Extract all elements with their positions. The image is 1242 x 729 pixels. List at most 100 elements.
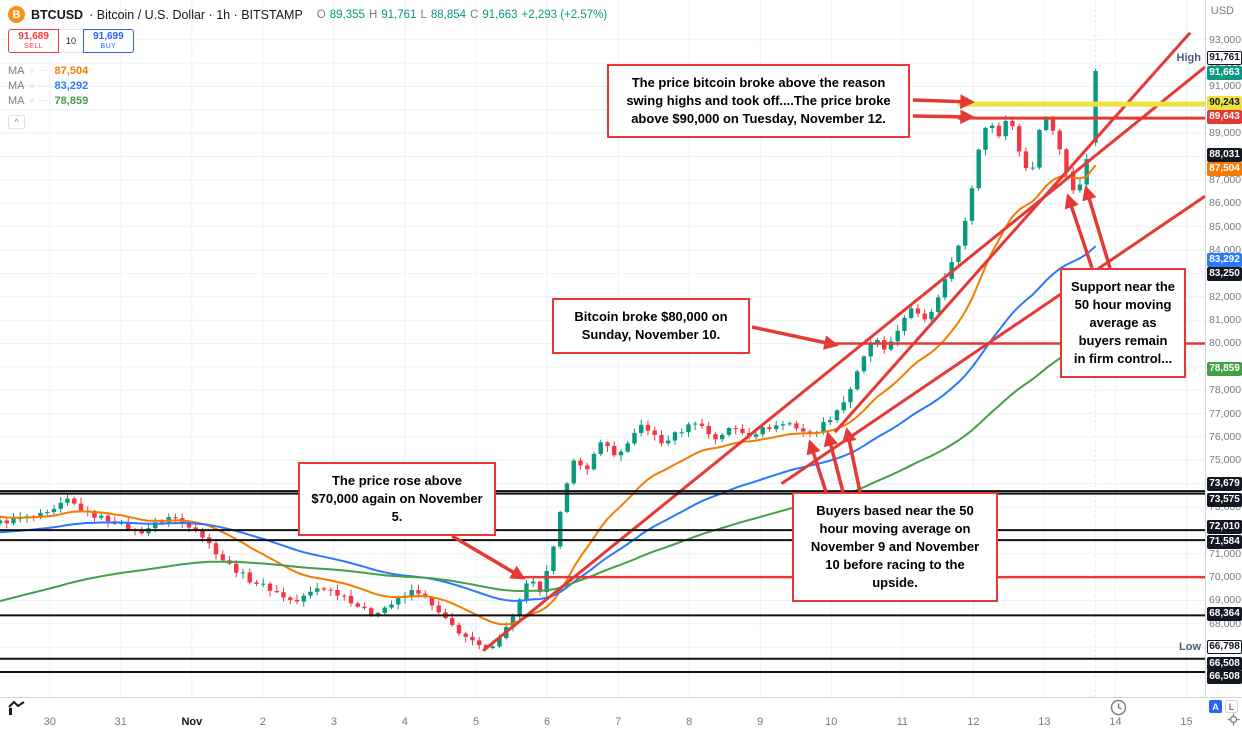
callout-seventy-k-rise[interactable]: The price rose above $70,000 again on No…	[298, 462, 496, 536]
ma-value: 83,292	[54, 79, 89, 92]
auto-scale-button[interactable]: A	[1209, 700, 1222, 713]
spread-value: 10	[59, 29, 83, 53]
price-tag: 90,243	[1207, 96, 1242, 111]
annotation-arrow[interactable]	[751, 325, 839, 350]
time-tick-label: 30	[43, 716, 56, 728]
price-tag: 66,508	[1207, 656, 1242, 671]
time-axis[interactable]: 30 31 Nov 2 3 4 5 6 7 8 9 10 11 12 13 14 15	[0, 697, 1242, 729]
price-tick-label: 89,000	[1209, 127, 1242, 140]
price-tag: 78,859	[1207, 362, 1242, 377]
price-tick-label: 86,000	[1209, 197, 1242, 210]
time-tick-label: 11	[896, 716, 909, 728]
price-tick-label: 71,000	[1209, 547, 1242, 560]
price-tag: 89,643	[1207, 110, 1242, 125]
log-scale-button[interactable]: L	[1225, 700, 1238, 713]
ma-label: MA	[8, 64, 25, 77]
symbol-title-row: B BTCUSD · Bitcoin / U.S. Dollar · 1h · …	[8, 6, 607, 23]
ma-value: 87,504	[54, 64, 89, 77]
annotation-arrow[interactable]	[806, 439, 828, 493]
ma-line[interactable]	[0, 164, 1097, 626]
annotation-arrow[interactable]	[1082, 185, 1112, 269]
close-value: 91,663	[482, 8, 518, 21]
time-tick-label: 5	[472, 716, 480, 728]
price-tick-label: 93,000	[1209, 33, 1242, 46]
time-tick-label: 6	[544, 716, 551, 728]
price-tag: 91,761	[1207, 50, 1242, 65]
bitcoin-logo-icon: B	[8, 6, 25, 23]
price-tag: 73,575	[1207, 492, 1242, 507]
sell-price: 91,689	[18, 31, 49, 43]
high-marker-label: High	[1176, 51, 1201, 64]
price-tick-label: 77,000	[1209, 407, 1242, 420]
axis-mode-buttons: A L	[1209, 700, 1238, 713]
time-tick-label: 7	[615, 716, 622, 728]
annotation-arrow[interactable]	[823, 431, 845, 493]
price-tick-label: 81,000	[1209, 314, 1242, 327]
time-tick-label: 2	[259, 716, 266, 728]
buy-button[interactable]: 91,699 BUY	[82, 29, 134, 53]
price-axis[interactable]: 67,00068,00069,00070,00071,00072,00073,0…	[1205, 0, 1242, 697]
price-tick-label: 69,000	[1209, 594, 1242, 607]
time-tick-label: 3	[330, 716, 337, 728]
symbol-name[interactable]: BTCUSD	[31, 7, 84, 22]
price-tag: 71,584	[1207, 535, 1242, 550]
time-tick-label: 9	[757, 716, 764, 728]
time-tick-label: 10	[825, 716, 838, 728]
annotation-arrow[interactable]	[842, 427, 862, 493]
price-tick-label: 85,000	[1209, 220, 1242, 233]
buy-label: BUY	[100, 42, 117, 50]
price-tag: 72,010	[1207, 520, 1242, 535]
low-marker-label: Low	[1179, 640, 1201, 653]
ma-settings-icons[interactable]: ○ ···	[29, 81, 50, 90]
callout-support-50h[interactable]: Support near the 50 hour moving average …	[1060, 268, 1186, 378]
ma-row: MA ○ ··· 87,504	[8, 63, 607, 78]
annotation-arrow[interactable]	[1064, 193, 1094, 269]
ma-row: MA ○ ··· 78,859	[8, 93, 607, 108]
ma-line[interactable]	[0, 336, 1097, 602]
time-tick-label: 12	[967, 716, 980, 728]
time-tick-label: 13	[1038, 716, 1051, 728]
callout-eighty-k-break[interactable]: Bitcoin broke $80,000 on Sunday, Novembe…	[552, 298, 750, 354]
annotation-arrow[interactable]	[912, 94, 975, 109]
time-tick-label: 4	[401, 716, 409, 728]
price-tick-label: 87,000	[1209, 173, 1242, 186]
trendline[interactable]	[482, 65, 1205, 652]
high-label: H	[368, 8, 378, 21]
price-tag: 66,798	[1207, 639, 1242, 654]
collapse-legend-button[interactable]: ^	[8, 115, 25, 129]
ma-settings-icons[interactable]: ○ ···	[29, 96, 50, 105]
open-label: O	[316, 8, 326, 21]
time-tick-label: Nov	[181, 716, 203, 728]
change-value: +2,293 (+2.57%)	[521, 8, 608, 21]
order-panel: 91,689 SELL 10 91,699 BUY	[8, 29, 134, 53]
tradingview-logo[interactable]	[8, 701, 26, 716]
ma-label: MA	[8, 94, 25, 107]
time-tick-label: 15	[1180, 716, 1193, 728]
callout-buyers-based[interactable]: Buyers based near the 50 hour moving ave…	[792, 492, 998, 602]
close-label: C	[470, 8, 479, 21]
price-tick-label: 75,000	[1209, 454, 1242, 467]
price-tag: 88,031	[1207, 147, 1242, 162]
annotation-arrow[interactable]	[451, 534, 526, 580]
price-tick-label: 80,000	[1209, 337, 1242, 350]
settings-gear-icon[interactable]	[1227, 713, 1240, 726]
clock-icon[interactable]	[1110, 699, 1127, 716]
price-tag: 87,504	[1207, 162, 1242, 177]
price-tag: 83,292	[1207, 252, 1242, 267]
ma-label: MA	[8, 79, 25, 92]
low-label: L	[420, 8, 427, 21]
callout-breakout[interactable]: The price bitcoin broke above the reason…	[607, 64, 910, 138]
price-tick-label: 76,000	[1209, 430, 1242, 443]
currency-toggle[interactable]: USD	[1210, 5, 1234, 17]
sell-button[interactable]: 91,689 SELL	[8, 29, 60, 53]
price-tick-label: 70,000	[1209, 571, 1242, 584]
open-value: 89,355	[329, 8, 365, 21]
trendline[interactable]	[833, 31, 1192, 434]
annotation-arrow[interactable]	[912, 109, 975, 125]
ma-settings-icons[interactable]: ○ ···	[29, 66, 50, 75]
price-tick-label: 82,000	[1209, 290, 1242, 303]
price-tick-label: 78,000	[1209, 384, 1242, 397]
price-tag: 83,250	[1207, 266, 1242, 281]
price-tag: 66,508	[1207, 669, 1242, 684]
